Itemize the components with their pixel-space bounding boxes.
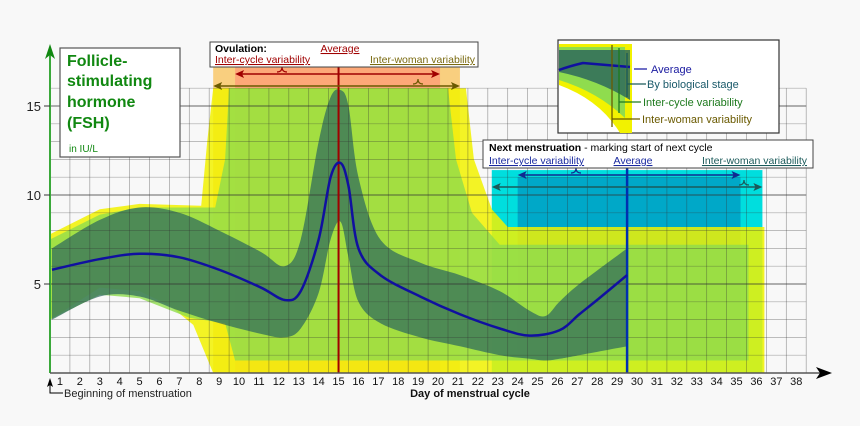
y-axis-arrow-icon bbox=[45, 44, 55, 59]
x-axis-label: Day of menstrual cycle bbox=[410, 388, 530, 400]
beginning-arrow-icon bbox=[47, 378, 53, 387]
x-tick-label: 38 bbox=[790, 376, 802, 388]
title-line-2: stimulating bbox=[67, 73, 152, 90]
title-line-4: (FSH) bbox=[67, 115, 110, 132]
y-tick-label: 5 bbox=[34, 277, 41, 292]
x-tick-label: 29 bbox=[611, 376, 623, 388]
title-line-3: hormone bbox=[67, 94, 136, 111]
x-tick-label: 26 bbox=[551, 376, 563, 388]
menstruation-annotation: Next menstruation - marking start of nex… bbox=[482, 139, 814, 169]
ovulation-label: Ovulation: bbox=[215, 43, 267, 55]
y-tick-label: 15 bbox=[27, 99, 41, 114]
tick-labels: 1 2 3 4 5 6 7 8 9 10 11 12 13 14 15 16 17 18 19 20 21 22 23 24 2… bbox=[27, 99, 803, 388]
x-tick-label: 37 bbox=[770, 376, 782, 388]
x-tick-label: 2 bbox=[77, 376, 83, 388]
x-tick-label: 13 bbox=[293, 376, 305, 388]
x-tick-label: 23 bbox=[492, 376, 504, 388]
x-tick-label: 31 bbox=[651, 376, 663, 388]
menstruation-inter-cycle-label: Inter-cycle variability bbox=[489, 155, 585, 167]
legend-average-label: Average bbox=[651, 64, 692, 76]
x-tick-label: 14 bbox=[313, 376, 325, 388]
x-tick-label: 36 bbox=[750, 376, 762, 388]
x-tick-label: 8 bbox=[196, 376, 202, 388]
x-tick-label: 24 bbox=[512, 376, 524, 388]
x-tick-label: 11 bbox=[253, 376, 264, 388]
x-tick-label: 5 bbox=[136, 376, 142, 388]
x-tick-label: 27 bbox=[571, 376, 583, 388]
legend-stage-label: By biological stage bbox=[647, 79, 739, 91]
ovulation-inter-woman-label: Inter-woman variability bbox=[370, 54, 476, 66]
ovulation-annotation: Ovulation: Average Inter-cycle variabili… bbox=[209, 41, 479, 68]
x-tick-label: 16 bbox=[352, 376, 364, 388]
y-tick-label: 10 bbox=[27, 188, 41, 203]
ovulation-average-label: Average bbox=[321, 43, 360, 55]
unit-label: in IU/L bbox=[69, 144, 98, 155]
x-tick-label: 15 bbox=[332, 376, 344, 388]
beginning-of-menstruation-label: Beginning of menstruation bbox=[64, 388, 192, 400]
menstruation-inter-woman-label: Inter-woman variability bbox=[702, 155, 808, 167]
x-tick-label: 25 bbox=[531, 376, 543, 388]
x-tick-label: 10 bbox=[233, 376, 245, 388]
x-tick-label: 17 bbox=[372, 376, 384, 388]
x-tick-label: 28 bbox=[591, 376, 603, 388]
menstruation-label-suffix: - marking start of next cycle bbox=[581, 142, 712, 154]
x-tick-label: 20 bbox=[432, 376, 444, 388]
legend-inter-woman-label: Inter-woman variability bbox=[642, 114, 753, 126]
x-tick-label: 7 bbox=[176, 376, 182, 388]
average-fsh-line bbox=[51, 161, 628, 337]
x-tick-label: 22 bbox=[472, 376, 484, 388]
ovulation-inter-cycle-label: Inter-cycle variability bbox=[215, 54, 311, 66]
menstruation-label: Next menstruation - marking start of nex… bbox=[489, 142, 713, 154]
title-line-1: Follicle- bbox=[67, 53, 127, 70]
menstruation-average-label: Average bbox=[614, 155, 653, 167]
title-box: Follicle- stimulating hormone (FSH) in I… bbox=[59, 47, 181, 158]
x-tick-label: 3 bbox=[97, 376, 103, 388]
menstruation-inter-woman-arrow-brace bbox=[738, 179, 750, 186]
x-tick-label: 18 bbox=[392, 376, 404, 388]
x-tick-label: 34 bbox=[711, 376, 723, 388]
menstruation-label-bold: Next menstruation bbox=[489, 142, 581, 154]
x-tick-label: 19 bbox=[412, 376, 424, 388]
ovulation-inter-woman-arrow-brace bbox=[412, 78, 424, 85]
x-tick-label: 30 bbox=[631, 376, 643, 388]
x-tick-label: 4 bbox=[117, 376, 123, 388]
x-tick-label: 35 bbox=[730, 376, 742, 388]
x-tick-label: 6 bbox=[156, 376, 162, 388]
legend-average-swatch bbox=[558, 61, 631, 72]
x-tick-label: 32 bbox=[671, 376, 683, 388]
x-tick-label: 9 bbox=[216, 376, 222, 388]
biological-stage-band bbox=[51, 89, 628, 361]
variability-bands bbox=[50, 88, 765, 373]
x-tick-label: 12 bbox=[273, 376, 285, 388]
axes bbox=[45, 44, 832, 394]
beginning-pointer bbox=[49, 384, 63, 394]
legend: Average By biological stage Inter-cycle … bbox=[557, 39, 780, 134]
x-tick-label: 21 bbox=[452, 376, 464, 388]
legend-inter-cycle-label: Inter-cycle variability bbox=[643, 97, 743, 109]
x-tick-label: 33 bbox=[691, 376, 703, 388]
x-tick-label: 1 bbox=[57, 376, 63, 388]
x-axis-arrow-icon bbox=[816, 367, 832, 379]
